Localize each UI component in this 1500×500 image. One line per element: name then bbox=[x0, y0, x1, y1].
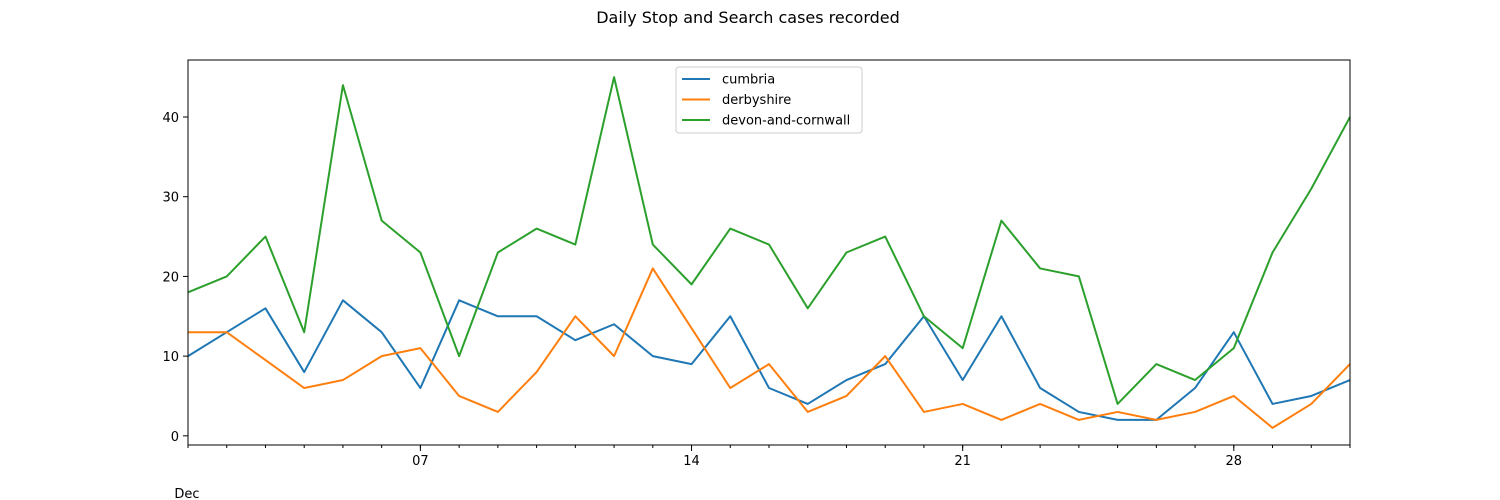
legend-label-cumbria: cumbria bbox=[722, 73, 775, 88]
legend-label-derbyshire: derbyshire bbox=[722, 93, 791, 108]
x-month-label: Dec bbox=[174, 487, 199, 500]
series-line-devon-and-cornwall bbox=[187, 76, 1351, 405]
x-tick-label: 28 bbox=[1226, 454, 1243, 469]
x-tick-label: 21 bbox=[954, 454, 971, 469]
y-tick-label: 0 bbox=[171, 430, 179, 445]
legend-label-devon-and-cornwall: devon-and-cornwall bbox=[722, 114, 850, 129]
legend: cumbria derbyshire devon-and-cornwall bbox=[675, 66, 863, 134]
y-tick-label: 40 bbox=[162, 111, 179, 126]
series-layer bbox=[187, 76, 1351, 429]
x-tick-label: 14 bbox=[683, 454, 700, 469]
axis-layer: 0 10 20 30 40 07 14 21 28 bbox=[162, 111, 1351, 469]
y-tick-label: 30 bbox=[162, 191, 179, 206]
chart-title: Daily Stop and Search cases recorded bbox=[596, 8, 900, 27]
y-tick-label: 10 bbox=[162, 350, 179, 365]
series-line-cumbria bbox=[187, 299, 1351, 421]
x-tick-label: 07 bbox=[412, 454, 429, 469]
y-tick-label: 20 bbox=[162, 270, 179, 285]
legend-box bbox=[675, 66, 863, 134]
series-line-derbyshire bbox=[188, 267, 1351, 429]
